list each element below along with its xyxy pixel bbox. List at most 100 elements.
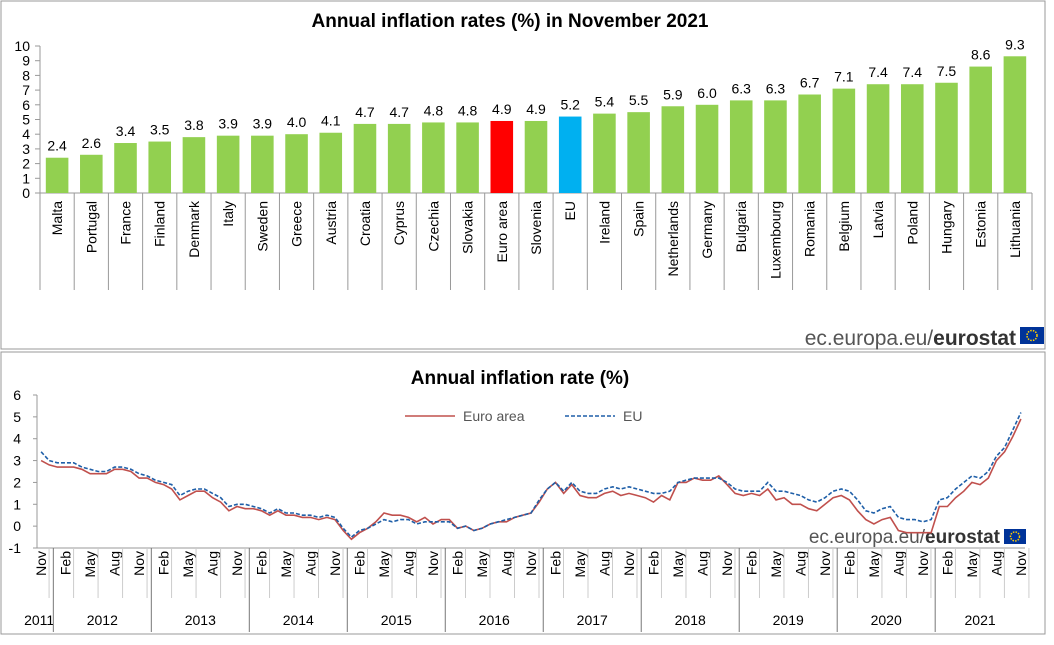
bar xyxy=(729,100,753,193)
year-label: 2020 xyxy=(871,612,902,628)
bar xyxy=(593,113,616,193)
x-tick-label: May xyxy=(572,551,588,577)
y-tick-label: 10 xyxy=(14,38,30,54)
y-tick-label: 5 xyxy=(13,409,21,425)
x-tick-label: Bulgaria xyxy=(733,201,749,253)
x-tick-label: May xyxy=(768,551,784,577)
x-tick-label: Luxembourg xyxy=(767,201,783,279)
x-tick-label: Feb xyxy=(841,551,857,575)
bar xyxy=(490,120,514,193)
x-tick-label: Austria xyxy=(323,201,339,245)
value-label: 3.9 xyxy=(253,116,273,132)
value-label: 4.0 xyxy=(287,114,307,130)
bar xyxy=(148,141,172,193)
x-tick-label: Denmark xyxy=(186,200,202,258)
bar xyxy=(695,104,719,193)
x-tick-label: Nov xyxy=(817,551,833,576)
bar xyxy=(182,137,206,193)
bar xyxy=(285,134,308,193)
bar xyxy=(456,122,479,193)
value-label: 7.5 xyxy=(937,63,957,79)
legend-label: EU xyxy=(623,408,642,424)
x-tick-label: Estonia xyxy=(973,201,989,248)
x-tick-label: Germany xyxy=(699,201,715,259)
x-tick-label: Feb xyxy=(58,551,74,575)
x-tick-label: EU xyxy=(562,201,578,220)
x-tick-label: May xyxy=(866,551,882,577)
x-tick-label: Aug xyxy=(596,551,612,576)
bar xyxy=(866,84,890,193)
x-tick-label: Aug xyxy=(205,551,221,576)
x-tick-label: Nov xyxy=(1013,551,1029,576)
x-tick-label: Belgium xyxy=(836,201,852,252)
source-brand: eurostat xyxy=(925,527,1001,548)
x-tick-label: Netherlands xyxy=(665,201,681,277)
y-tick-label: 3 xyxy=(13,453,21,469)
eu-flag xyxy=(1004,529,1026,544)
year-label: 2013 xyxy=(185,612,216,628)
x-tick-label: Hungary xyxy=(938,201,954,254)
x-tick-label: Aug xyxy=(401,551,417,576)
value-label: 6.3 xyxy=(732,80,752,96)
frame xyxy=(0,351,1046,635)
x-tick-label: Portugal xyxy=(83,201,99,253)
y-tick-label: 3 xyxy=(22,141,30,157)
x-tick-label: Aug xyxy=(890,551,906,576)
y-tick-label: 2 xyxy=(22,156,30,172)
x-tick-label: Aug xyxy=(107,551,123,576)
y-tick-label: 4 xyxy=(13,431,21,447)
x-tick-label: Feb xyxy=(156,551,172,575)
value-label: 7.1 xyxy=(834,69,854,85)
year-label: 2014 xyxy=(283,612,314,628)
value-label: 4.7 xyxy=(389,104,409,120)
x-tick-label: May xyxy=(376,551,392,577)
x-tick-label: Malta xyxy=(49,201,65,235)
x-tick-label: Nov xyxy=(131,551,147,576)
bar xyxy=(900,84,924,193)
bar xyxy=(558,116,582,193)
source-prefix: ec.europa.eu/ xyxy=(805,327,934,350)
bar xyxy=(935,82,958,193)
y-tick-label: 4 xyxy=(22,126,30,142)
year-label: 2016 xyxy=(479,612,510,628)
x-tick-label: Slovakia xyxy=(460,201,476,254)
x-tick-label: Feb xyxy=(743,551,759,575)
x-tick-label: Aug xyxy=(792,551,808,576)
year-label: 2011 xyxy=(24,612,54,628)
x-tick-label: May xyxy=(82,551,98,577)
x-tick-label: Nov xyxy=(229,551,245,576)
y-tick-label: 5 xyxy=(22,112,30,128)
value-label: 4.1 xyxy=(321,113,341,129)
bar xyxy=(969,66,992,193)
y-tick-label: 2 xyxy=(13,474,21,490)
x-tick-label: Feb xyxy=(352,551,368,575)
y-tick-label: -1 xyxy=(9,540,22,556)
value-label: 3.9 xyxy=(218,116,238,132)
x-tick-label: Feb xyxy=(939,551,955,575)
value-label: 6.7 xyxy=(800,75,820,91)
x-tick-label: Latvia xyxy=(870,201,886,239)
bar xyxy=(627,112,650,193)
value-label: 2.4 xyxy=(47,138,67,154)
series-line xyxy=(40,418,1022,541)
value-label: 6.3 xyxy=(766,80,786,96)
value-label: 6.0 xyxy=(697,85,717,101)
x-tick-label: Spain xyxy=(631,201,647,237)
x-tick-label: Sweden xyxy=(254,201,270,252)
year-label: 2015 xyxy=(381,612,412,628)
value-label: 4.8 xyxy=(424,102,444,118)
source-bg xyxy=(762,526,1030,546)
value-label: 8.6 xyxy=(971,47,991,63)
x-tick-label: Feb xyxy=(547,551,563,575)
year-label: 2017 xyxy=(577,612,608,628)
source-brand: eurostat xyxy=(933,327,1016,350)
bar xyxy=(251,135,274,193)
value-label: 5.4 xyxy=(595,94,615,110)
bar xyxy=(832,88,856,193)
bar xyxy=(319,132,343,193)
x-tick-label: Nov xyxy=(327,551,343,576)
x-tick-label: Ireland xyxy=(596,201,612,244)
y-tick-label: 0 xyxy=(22,185,30,201)
x-tick-label: Feb xyxy=(254,551,270,575)
